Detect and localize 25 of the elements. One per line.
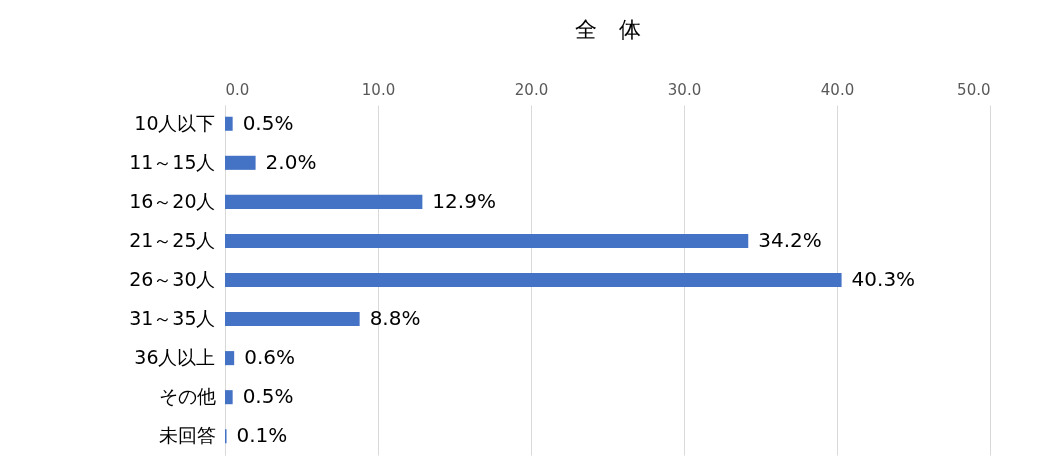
data-label: 0.6% <box>244 345 295 370</box>
data-label: 40.3% <box>851 267 916 291</box>
data-label: 34.2% <box>758 227 822 252</box>
y-tick-label: 未回答 <box>158 424 216 447</box>
y-tick-label: 11～15人 <box>129 150 216 173</box>
data-label: 2.0% <box>265 149 317 174</box>
x-tick-label: 50.0 <box>957 80 991 99</box>
y-tick-label: 16～20人 <box>129 189 216 212</box>
y-tick-label: 31～35人 <box>129 307 216 330</box>
data-label: 8.8% <box>369 306 421 331</box>
x-tick-label: 20.0 <box>514 80 549 99</box>
x-tick-label: 0.0 <box>225 80 250 99</box>
y-tick-label: 10人以下 <box>134 111 216 134</box>
data-label: 0.5% <box>242 110 294 135</box>
chart-title: 全 体 <box>574 17 641 42</box>
x-tick-label: 10.0 <box>361 80 396 99</box>
y-tick-label: その他 <box>158 385 216 408</box>
y-tick-label: 36人以上 <box>134 346 216 369</box>
x-tick-label: 40.0 <box>820 80 855 99</box>
y-tick-label: 21～25人 <box>129 228 216 251</box>
data-label: 0.1% <box>236 423 288 448</box>
y-tick-label: 26～30人 <box>129 268 216 290</box>
data-label: 12.9% <box>432 188 496 213</box>
data-label: 0.5% <box>242 384 294 409</box>
x-tick-label: 30.0 <box>667 80 702 99</box>
